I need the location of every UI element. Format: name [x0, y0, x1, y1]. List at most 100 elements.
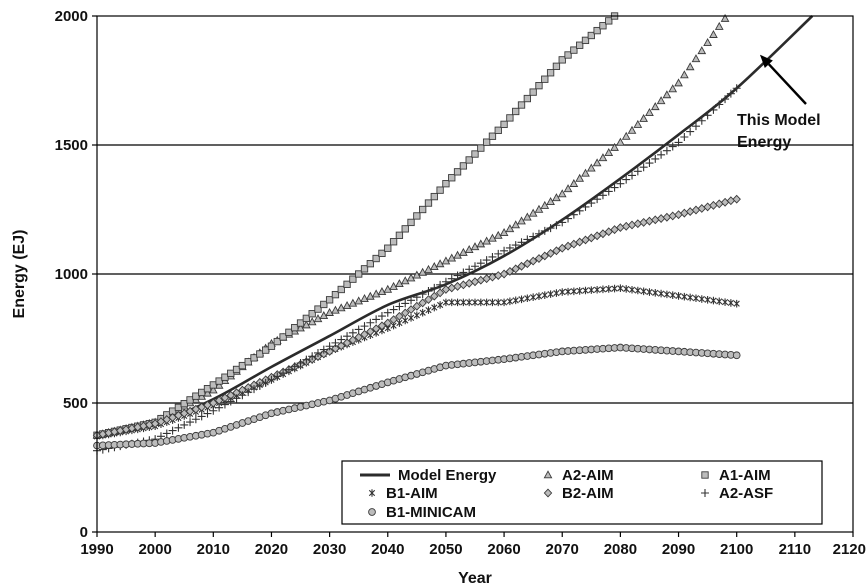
data-point-a2-asf — [558, 218, 567, 227]
data-point-a2-aim — [552, 193, 561, 202]
data-point-b2-aim — [371, 324, 381, 334]
data-point-b1-aim — [506, 297, 514, 306]
data-point-a2-asf — [197, 412, 206, 421]
data-point-a2-asf — [244, 388, 253, 397]
data-point-b1-aim — [535, 292, 543, 300]
data-point-a2-aim — [429, 262, 439, 271]
data-point-a2-aim — [424, 264, 433, 273]
data-point-b1-aim — [402, 316, 409, 325]
data-point-b2-aim — [482, 274, 491, 284]
data-point-a2-asf — [273, 372, 282, 381]
data-point-a2-aim — [342, 300, 352, 309]
data-point-a1-aim — [221, 373, 229, 381]
data-point-a2-asf — [459, 268, 468, 277]
data-point-b1-aim — [442, 298, 450, 307]
data-point-b2-aim — [621, 221, 631, 231]
data-point-a2-asf — [604, 187, 613, 196]
data-point-a1-aim — [349, 275, 357, 283]
data-point-a1-aim — [360, 265, 369, 273]
data-point-a2-aim — [418, 267, 428, 276]
data-point-b1-aim — [512, 296, 519, 305]
data-point-a2-aim — [598, 153, 608, 162]
data-point-b1-aim — [541, 291, 548, 299]
data-point-b2-aim — [528, 256, 538, 266]
data-point-a2-asf — [331, 338, 340, 347]
data-point-a1-aim — [279, 333, 287, 341]
data-point-a2-asf — [418, 290, 427, 299]
data-point-a2-asf — [180, 420, 189, 429]
data-point-b2-aim — [499, 269, 509, 279]
data-point-b2-aim — [424, 295, 433, 304]
legend-label: A2-AIM — [562, 467, 614, 484]
data-point-a2-asf — [517, 238, 526, 247]
data-point-b2-aim — [494, 271, 503, 281]
data-point-a2-aim — [563, 184, 573, 193]
data-point-a2-asf — [215, 403, 224, 412]
data-point-b2-aim — [703, 202, 712, 212]
legend-label: B1-AIM — [386, 485, 438, 502]
legend-entry-b2-aim: B2-AIM — [543, 485, 614, 502]
data-point-b2-aim — [400, 308, 410, 318]
data-point-b1-aim — [681, 292, 688, 301]
data-point-a1-aim — [436, 186, 444, 194]
data-point-b2-aim — [331, 344, 340, 354]
legend-label: A2-ASF — [719, 485, 773, 502]
data-point-a2-aim — [517, 216, 526, 225]
data-point-a2-aim — [697, 46, 707, 55]
data-point-a2-asf — [337, 335, 346, 344]
data-point-a2-asf — [366, 318, 375, 327]
data-point-b1-aim — [570, 287, 577, 296]
data-point-a2-asf — [424, 287, 433, 296]
data-point-a2-asf — [348, 328, 357, 337]
data-point-a1-aim — [517, 101, 526, 109]
data-point-a2-aim — [505, 224, 515, 233]
data-point-a1-aim — [372, 254, 380, 263]
model-energy-annotation: This Model Energy — [737, 54, 821, 151]
legend-entry-a1-aim: A1-AIM — [701, 467, 771, 484]
data-point-a2-asf — [209, 406, 218, 415]
data-point-a2-aim — [482, 236, 491, 245]
data-point-a2-aim — [395, 279, 404, 288]
series-model-energy — [96, 15, 814, 440]
data-point-a2-asf — [500, 246, 509, 255]
data-point-a2-asf — [220, 400, 229, 409]
data-point-a2-aim — [371, 289, 381, 298]
data-point-b2-aim — [459, 280, 468, 290]
data-point-a1-aim — [174, 403, 183, 412]
data-point-a2-asf — [628, 171, 637, 180]
series-b1-minicam — [93, 343, 741, 450]
data-point-a2-aim — [592, 158, 602, 167]
data-point-a1-aim — [296, 319, 305, 327]
data-point-b1-aim — [721, 298, 729, 306]
data-point-b2-aim — [523, 259, 532, 269]
data-point-b1-aim — [500, 298, 508, 307]
data-point-a2-aim — [313, 314, 323, 323]
data-point-a2-asf — [343, 332, 352, 341]
data-point-a2-asf — [662, 146, 671, 155]
data-point-a2-aim — [400, 276, 410, 285]
y-tick-label: 0 — [80, 524, 88, 541]
data-point-a2-aim — [459, 247, 468, 256]
data-point-a1-aim — [529, 88, 537, 96]
data-point-b1-aim — [477, 298, 484, 307]
data-point-b2-aim — [511, 264, 520, 274]
data-point-a1-aim — [599, 22, 607, 30]
data-point-a1-aim — [494, 126, 502, 134]
data-point-a1-aim — [261, 346, 270, 354]
data-point-a2-asf — [313, 348, 322, 357]
data-point-a2-aim — [441, 256, 451, 265]
data-point-a1-aim — [180, 399, 188, 408]
data-point-b2-aim — [505, 266, 515, 276]
data-point-a2-aim — [208, 385, 218, 394]
data-point-a2-asf — [674, 138, 683, 147]
data-point-a1-aim — [203, 385, 212, 393]
data-point-a1-aim — [256, 350, 264, 358]
data-point-a2-aim — [360, 294, 369, 303]
data-point-b1-aim — [518, 295, 525, 304]
data-point-a1-aim — [430, 192, 438, 201]
data-point-b2-aim — [395, 311, 404, 321]
data-point-a2-asf — [203, 409, 212, 418]
data-point-b2-aim — [406, 305, 416, 315]
data-point-a2-asf — [657, 150, 666, 159]
